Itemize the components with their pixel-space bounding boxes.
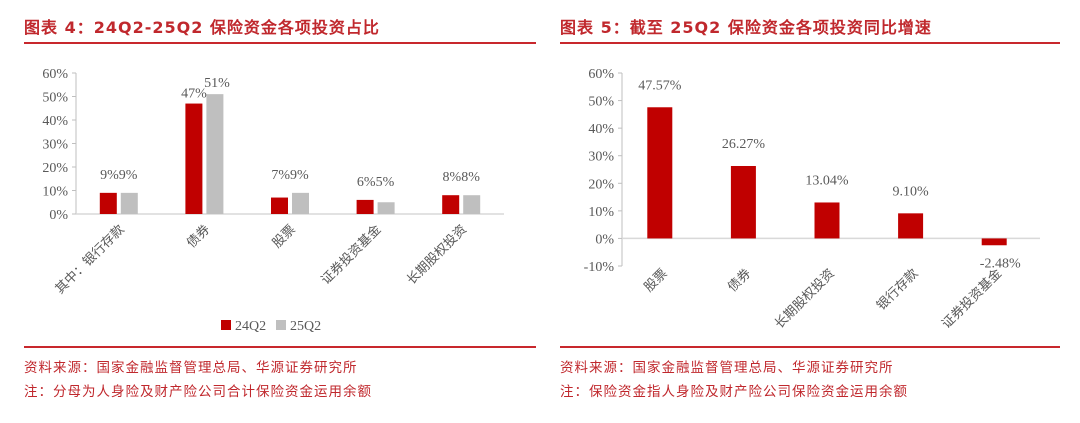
x-category-label: 债券 <box>184 222 213 251</box>
y-tick-label: 60% <box>42 67 68 82</box>
data-label: 13.04% <box>805 173 849 188</box>
y-tick-label: 20% <box>42 161 68 176</box>
bar <box>99 192 117 214</box>
y-tick-label: -10% <box>584 260 615 275</box>
x-category-label: 其中：银行存款 <box>52 222 127 297</box>
chart-title-right: 图表 5：截至 25Q2 保险资金各项投资同比增速 <box>560 18 932 37</box>
bar <box>206 94 224 214</box>
data-label: 9.10% <box>893 184 930 199</box>
legend: 24Q2 25Q2 <box>221 319 321 334</box>
source-note: 资料来源：国家金融监督管理总局、华源证券研究所 <box>24 360 358 376</box>
bar <box>442 195 460 214</box>
y-tick-label: 30% <box>588 150 614 165</box>
bar <box>898 213 924 239</box>
y-tick-label: 20% <box>588 177 614 192</box>
x-category-label: 证券投资基金 <box>939 266 1005 332</box>
source-note: 资料来源：国家金融监督管理总局、华源证券研究所 <box>560 360 894 376</box>
legend-label: 24Q2 <box>235 319 266 334</box>
x-category-label: 股票 <box>269 222 298 251</box>
footer-divider <box>560 346 1060 348</box>
y-tick-label: 60% <box>588 67 614 82</box>
y-tick-label: 50% <box>42 91 68 106</box>
bar <box>730 165 756 239</box>
x-category-label: 银行存款 <box>873 266 920 313</box>
x-category-label: 股票 <box>641 266 670 295</box>
title-divider <box>24 42 536 44</box>
y-tick-label: 10% <box>42 185 68 200</box>
y-tick-label: 0% <box>595 232 614 247</box>
bar-chart-allocation: 0% 10% 20% 30% 40% 50% 60% 9%9% 其中：银行存款 47%51% 债券 7… <box>42 67 504 334</box>
footnote: 注：分母为人身险及财产险公司合计保险资金运用余额 <box>24 384 372 400</box>
legend-label: 25Q2 <box>290 319 321 334</box>
chart-title-left: 图表 4：24Q2-25Q2 保险资金各项投资占比 <box>24 18 380 37</box>
y-tick-label: 40% <box>588 122 614 137</box>
data-label: 47.57% <box>638 78 682 93</box>
bar <box>377 202 395 214</box>
bar-chart-growth: -10% 0% 10% 20% 30% 40% 50% 60% 47.57% 股票 26.27% 债券… <box>584 67 1040 332</box>
data-label: 8%8% <box>443 170 481 185</box>
x-category-label: 证券投资基金 <box>318 222 384 288</box>
data-label: 51% <box>204 76 230 91</box>
data-label: -2.48% <box>980 256 1021 271</box>
bar <box>292 192 309 214</box>
footer-divider <box>24 346 536 348</box>
chart-panel-left: 图表 4：24Q2-25Q2 保险资金各项投资占比 0% 10% 20% 30% 40%… <box>24 0 536 423</box>
legend-swatch-25q2 <box>276 320 286 330</box>
bar <box>185 103 203 214</box>
bar <box>814 202 840 239</box>
y-tick-label: 30% <box>42 138 68 153</box>
x-category-label: 债券 <box>725 266 754 295</box>
y-tick-label: 40% <box>42 114 68 129</box>
data-label: 6%5% <box>357 175 395 190</box>
footnote: 注：保险资金指人身险及财产险公司保险资金运用余额 <box>560 384 908 400</box>
bar <box>647 107 673 239</box>
data-label: 47% <box>181 87 207 102</box>
data-label: 26.27% <box>722 137 766 152</box>
data-label: 7%9% <box>271 168 309 183</box>
data-label: 9%9% <box>100 168 138 183</box>
bar <box>356 199 374 214</box>
x-category-label: 长期股权投资 <box>404 222 470 288</box>
legend-swatch-24q2 <box>221 320 231 330</box>
y-tick-label: 10% <box>588 205 614 220</box>
y-tick-label: 50% <box>588 95 614 110</box>
x-category-label: 长期股权投资 <box>771 266 837 332</box>
bar <box>981 238 1007 246</box>
bar <box>120 192 138 214</box>
y-tick-label: 0% <box>49 208 68 223</box>
title-divider <box>560 42 1060 44</box>
bar <box>271 197 288 214</box>
bar <box>463 195 481 214</box>
chart-panel-right: 图表 5：截至 25Q2 保险资金各项投资同比增速 -10% 0% 10% 20% 30… <box>560 0 1060 423</box>
